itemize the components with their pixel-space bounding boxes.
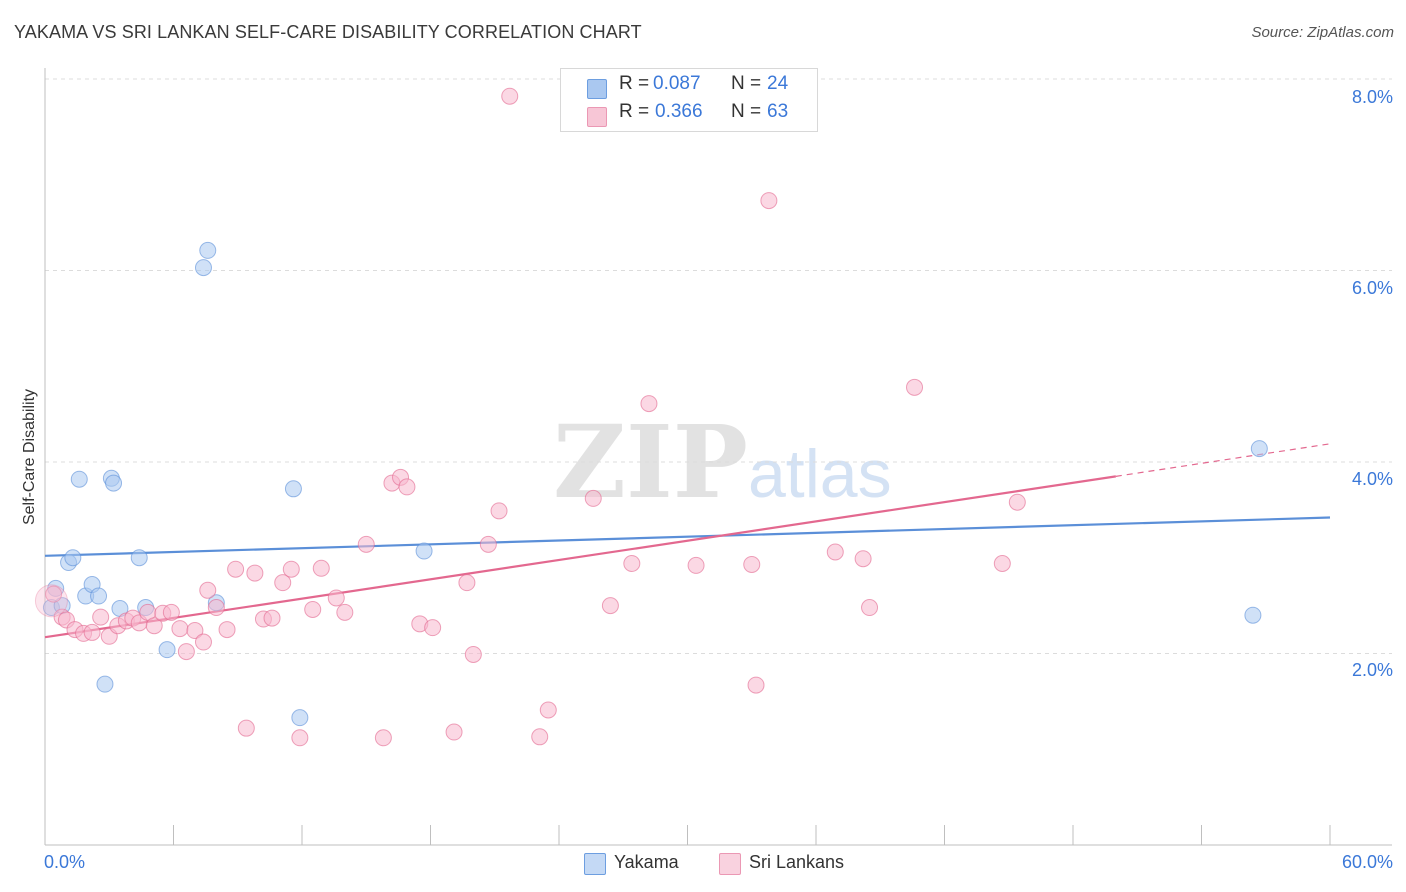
axes [44, 68, 1392, 846]
sri-lankans-trend-extension [1115, 443, 1331, 477]
legend-label-sri-lankans: Sri Lankans [749, 852, 845, 872]
n-label: N = [731, 101, 762, 122]
sri-lankans-point [327, 589, 345, 607]
legend-label-yakama: Yakama [614, 852, 679, 872]
sri-lankans-point [227, 560, 245, 578]
legend-swatch-yakama [584, 853, 606, 875]
yakama-point [415, 542, 433, 560]
x-tick-label-min: 0.0% [44, 852, 86, 872]
yakama-point [1244, 606, 1262, 624]
sri-lankans-point [479, 535, 497, 553]
sri-lankans-point [531, 728, 549, 746]
sri-lankans-point [171, 620, 189, 638]
yakama-point [105, 474, 123, 492]
sri-lankans-point [291, 729, 309, 747]
y-tick-label: 6.0% [1351, 278, 1393, 298]
sri-lankans-point [687, 556, 705, 574]
sri-lankans-point [398, 478, 416, 496]
sri-lankans-point [861, 599, 879, 617]
sri-lankans-point [854, 550, 872, 568]
sri-lankans-point [207, 599, 225, 617]
yakama-point [96, 675, 114, 693]
y-tick-label: 2.0% [1351, 660, 1393, 680]
legend-swatch-yakama [587, 79, 607, 99]
sri-lankans-point [162, 603, 180, 621]
r-value: 0.366 [655, 101, 703, 122]
yakama-point [130, 549, 148, 567]
sri-lankans-point [445, 723, 463, 741]
trend-lines [44, 443, 1331, 639]
sri-lankans-point [218, 621, 236, 639]
n-label: N = [731, 73, 762, 94]
sri-lankans-point [312, 559, 330, 577]
legend-swatch-sri-lankans [587, 107, 607, 127]
sri-lankans-point [539, 701, 557, 719]
sri-lankans-point [601, 597, 619, 615]
sri-lankans-point [826, 543, 844, 561]
data-points [34, 87, 1268, 747]
sri-lankans-point [464, 645, 482, 663]
y-tick-label: 4.0% [1351, 469, 1393, 489]
sri-lankans-point [336, 603, 354, 621]
sri-lankans-point [424, 619, 442, 637]
sri-lankans-point [246, 564, 264, 582]
sri-lankans-point [263, 609, 281, 627]
yakama-point [90, 587, 108, 605]
grid-lines [45, 78, 1392, 654]
yakama-trend-line [44, 516, 1331, 557]
yakama-point [64, 549, 82, 567]
sri-lankans-point [177, 643, 195, 661]
stats-legend: R = 0.087 N = 24 R = 0.366 N = 63 [560, 68, 818, 132]
sri-lankans-point [92, 608, 110, 626]
sri-lankans-point [199, 581, 217, 599]
sri-lankans-point [640, 395, 658, 413]
sri-lankans-point [45, 585, 63, 603]
sri-lankans-point [747, 676, 765, 694]
watermark-atlas: atlas [747, 436, 892, 512]
sri-lankans-point [304, 600, 322, 618]
r-label: R = [619, 73, 650, 94]
r-label: R = [619, 101, 650, 122]
sri-lankans-point [623, 554, 641, 572]
sri-lankans-point [194, 633, 212, 651]
sri-lankans-point [186, 622, 204, 640]
legend-swatch-sri-lankans [719, 853, 741, 875]
sri-lankans-point [743, 555, 761, 573]
sri-lankans-point [760, 192, 778, 210]
sri-lankans-point [357, 535, 375, 553]
r-value: 0.087 [653, 73, 701, 94]
sri-lankans-point [34, 584, 68, 618]
y-axis-label: Self-Care Disability [21, 388, 38, 526]
sri-lankans-point [374, 729, 392, 747]
x-tick-label-max: 60.0% [1341, 852, 1393, 872]
sri-lankans-trend-line [44, 475, 1116, 639]
sri-lankans-point [906, 378, 924, 396]
sri-lankans-point [237, 719, 255, 737]
source-credit: Source: ZipAtlas.com [1251, 24, 1394, 41]
sri-lankans-point [274, 574, 292, 592]
y-tick-label: 8.0% [1351, 87, 1393, 107]
sri-lankans-point [501, 87, 519, 105]
yakama-point [284, 480, 302, 498]
yakama-point [1250, 440, 1268, 458]
sri-lankans-point [458, 574, 476, 592]
yakama-point [158, 641, 176, 659]
sri-lankans-point [145, 617, 163, 635]
chart-title: YAKAMA VS SRI LANKAN SELF-CARE DISABILIT… [14, 22, 642, 42]
n-value: 63 [767, 101, 789, 122]
sri-lankans-point [1008, 493, 1026, 511]
n-value: 24 [767, 73, 789, 94]
sri-lankans-point [83, 623, 101, 641]
sri-lankans-point [584, 489, 602, 507]
sri-lankans-point [993, 554, 1011, 572]
yakama-point [291, 709, 309, 727]
sri-lankans-point [282, 560, 300, 578]
yakama-point [194, 259, 212, 277]
yakama-point [199, 241, 217, 259]
yakama-point [70, 470, 88, 488]
sri-lankans-point [490, 502, 508, 520]
